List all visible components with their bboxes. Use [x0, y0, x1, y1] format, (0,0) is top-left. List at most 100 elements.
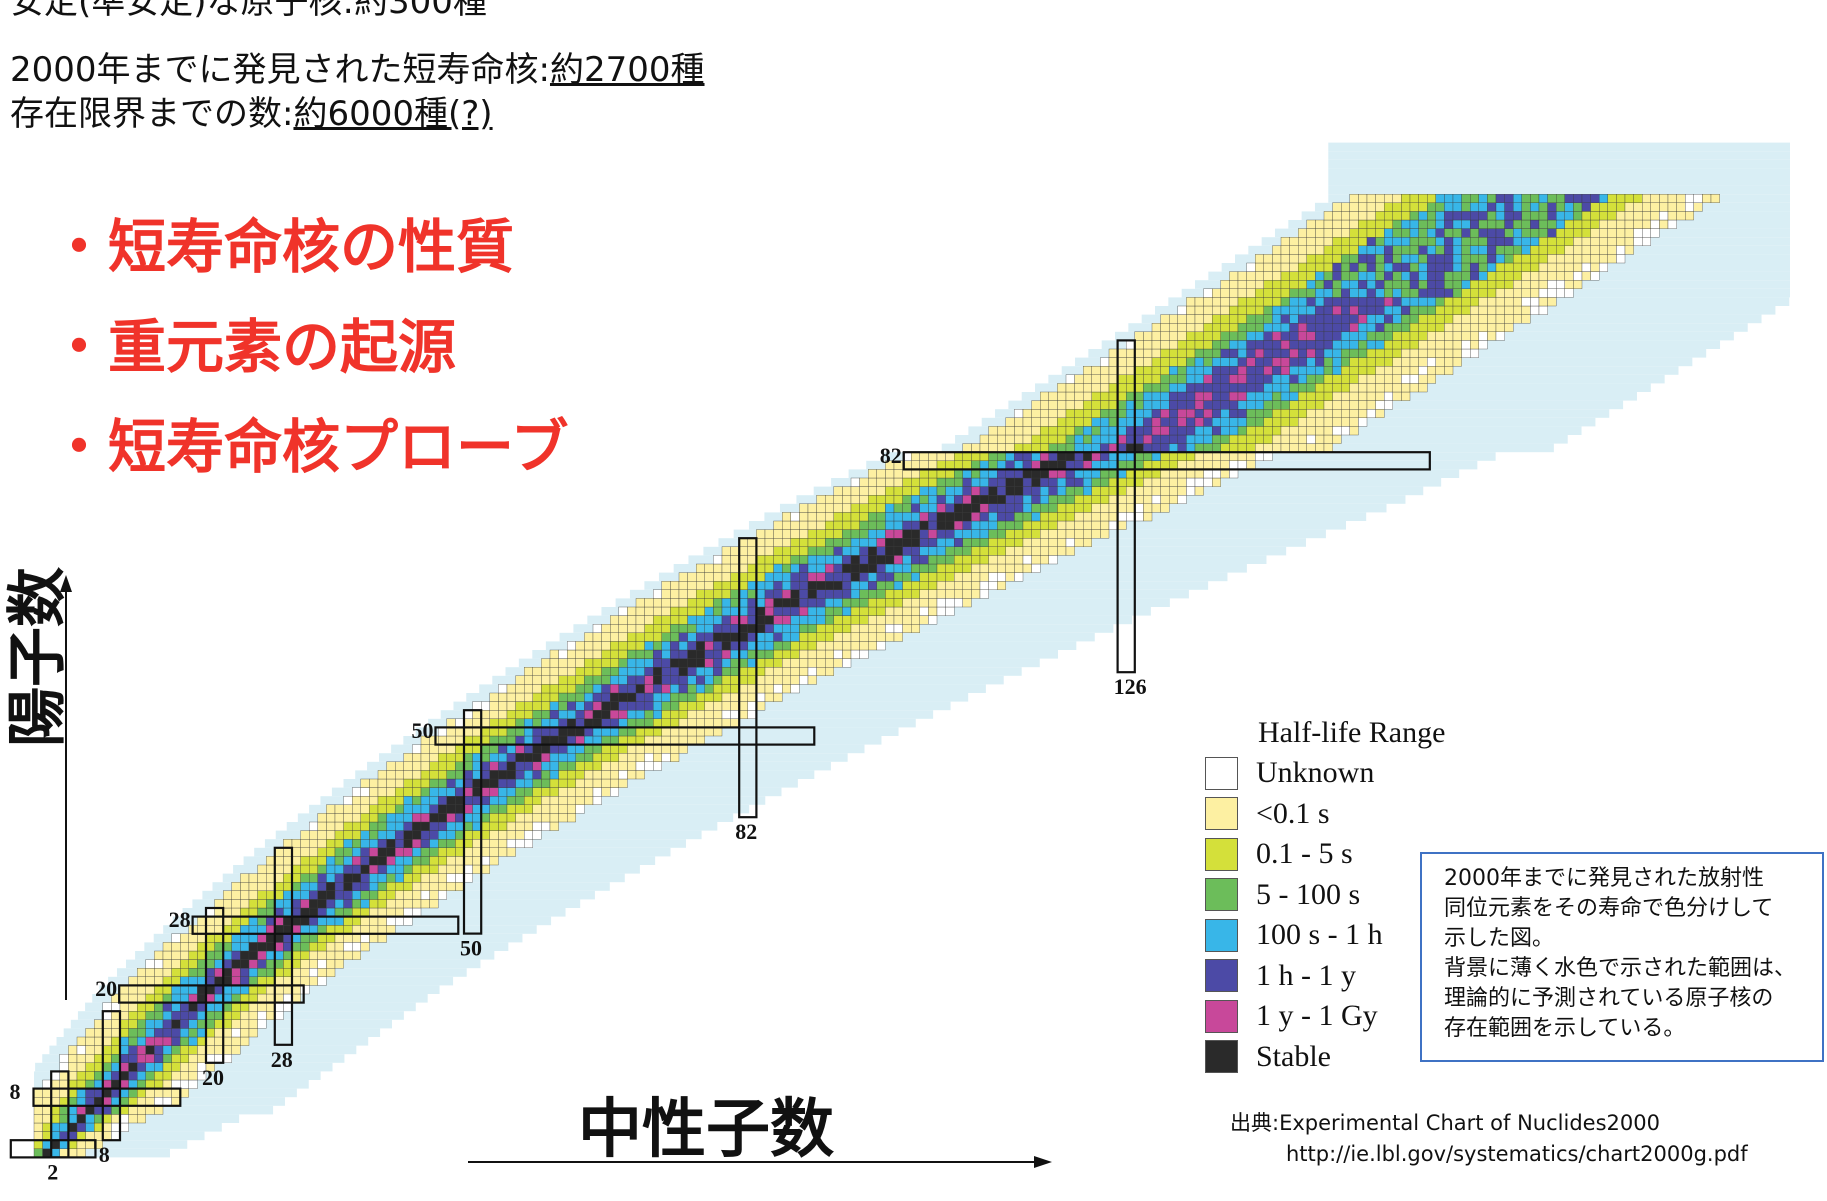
nuclide-cell [1358, 374, 1368, 384]
legend-label: 5 - 100 s [1256, 877, 1361, 911]
nuclide-cell [412, 847, 422, 857]
nuclide-cell [515, 770, 525, 780]
nuclide-cell [842, 555, 852, 565]
nuclide-cell [653, 606, 662, 616]
nuclide-cell [438, 753, 447, 762]
nuclide-cell [1702, 194, 1712, 203]
nuclide-cell [1427, 305, 1436, 315]
nuclide-cell [687, 710, 697, 719]
nuclide-cell [248, 925, 258, 934]
nuclide-cell [1375, 314, 1385, 324]
nuclide-cell [825, 520, 834, 530]
nuclide-cell [592, 649, 602, 659]
nuclide-cell [859, 598, 869, 608]
nuclide-cell [1452, 331, 1462, 341]
nuclide-cell [1108, 434, 1118, 444]
nuclide-cell [1323, 288, 1333, 298]
nuclide-cell [1031, 469, 1041, 479]
nuclide-cell [1289, 314, 1299, 324]
nuclide-cell [1022, 426, 1032, 436]
nuclide-cell [1031, 495, 1041, 504]
nuclide-cell [1573, 254, 1583, 264]
nuclide-cell [653, 684, 662, 694]
nuclide-cell [868, 632, 877, 642]
nuclide-cell [1409, 262, 1419, 272]
nuclide-cell [240, 933, 250, 943]
nuclide-cell [429, 796, 439, 805]
nuclide-cell [317, 839, 327, 848]
nuclide-cell [584, 684, 594, 694]
nuclide-cell [231, 1028, 241, 1038]
nuclide-cell [868, 469, 877, 479]
nuclide-cell [489, 727, 499, 737]
nuclide-cell [180, 1079, 189, 1089]
nuclide-cell [928, 477, 938, 487]
nuclide-cell [1255, 443, 1264, 453]
nuclide-cell [524, 692, 533, 702]
header-limit-prefix: 存在限界までの数: [10, 94, 294, 134]
nuclide-cell [1375, 383, 1385, 393]
nuclide-cell [403, 787, 413, 797]
nuclide-cell [893, 572, 903, 582]
nuclide-cell [1607, 211, 1617, 221]
nuclide-cell [1229, 297, 1239, 307]
nuclide-cell [868, 563, 877, 573]
nuclide-cell [1401, 271, 1411, 281]
proton-magic-box-50 [434, 726, 816, 746]
nuclide-cell [1323, 400, 1333, 410]
nuclide-cell [128, 1036, 138, 1046]
nuclide-cell [1126, 426, 1135, 436]
nuclide-cell [446, 882, 456, 891]
nuclide-cell [1212, 323, 1221, 332]
nuclide-cell [807, 503, 817, 513]
nuclide-cell [1366, 211, 1376, 221]
nuclide-cell [721, 589, 731, 599]
nuclide-cell [463, 778, 473, 788]
nuclide-cell [1384, 383, 1393, 393]
nuclide-cell [1607, 194, 1617, 203]
nuclide-cell [713, 572, 723, 582]
nuclide-cell [1212, 288, 1221, 298]
nuclide-cell [1186, 400, 1196, 410]
nuclide-cell [911, 572, 920, 582]
nuclide-cell [1014, 520, 1024, 530]
nuclide-cell [567, 804, 576, 814]
nuclide-cell [1100, 503, 1110, 513]
nuclide-cell [1401, 297, 1411, 307]
nuclide-cell [549, 744, 559, 754]
nuclide-cell [1564, 194, 1574, 203]
nuclide-cell [42, 1148, 52, 1158]
nuclide-cell [334, 839, 344, 848]
nuclide-cell [506, 804, 516, 814]
nuclide-cell [713, 684, 723, 694]
nuclide-cell [790, 581, 800, 590]
nuclide-cell [1048, 546, 1058, 556]
nuclide-cell [481, 839, 490, 848]
nuclide-cell [721, 563, 731, 573]
nuclide-cell [1366, 262, 1376, 272]
nuclide-cell [825, 546, 834, 556]
nuclide-cell [1237, 409, 1247, 418]
nuclide-cell [1117, 348, 1127, 358]
nuclide-cell [317, 968, 327, 977]
nuclide-cell [825, 649, 834, 659]
nuclide-cell [1401, 219, 1411, 229]
nuclide-cell [1083, 409, 1092, 418]
nuclide-cell [1091, 452, 1101, 461]
nuclide-cell [1074, 409, 1084, 418]
nuclide-cell [377, 804, 387, 814]
nuclide-cell [1057, 512, 1067, 522]
nuclide-cell [1289, 262, 1299, 272]
nuclide-cell [214, 959, 224, 969]
nuclide-cell [438, 873, 447, 883]
nuclide-cell [51, 1097, 60, 1106]
nuclide-cell [154, 968, 164, 977]
nuclide-cell [1323, 262, 1333, 272]
nuclide-cell [661, 624, 671, 633]
nuclide-cell [352, 813, 361, 823]
nuclide-cell [515, 761, 525, 771]
nuclide-cell [1642, 219, 1651, 229]
nuclide-cell [1358, 219, 1368, 229]
nuclide-cell [68, 1054, 78, 1063]
nuclide-cell [111, 1088, 121, 1098]
